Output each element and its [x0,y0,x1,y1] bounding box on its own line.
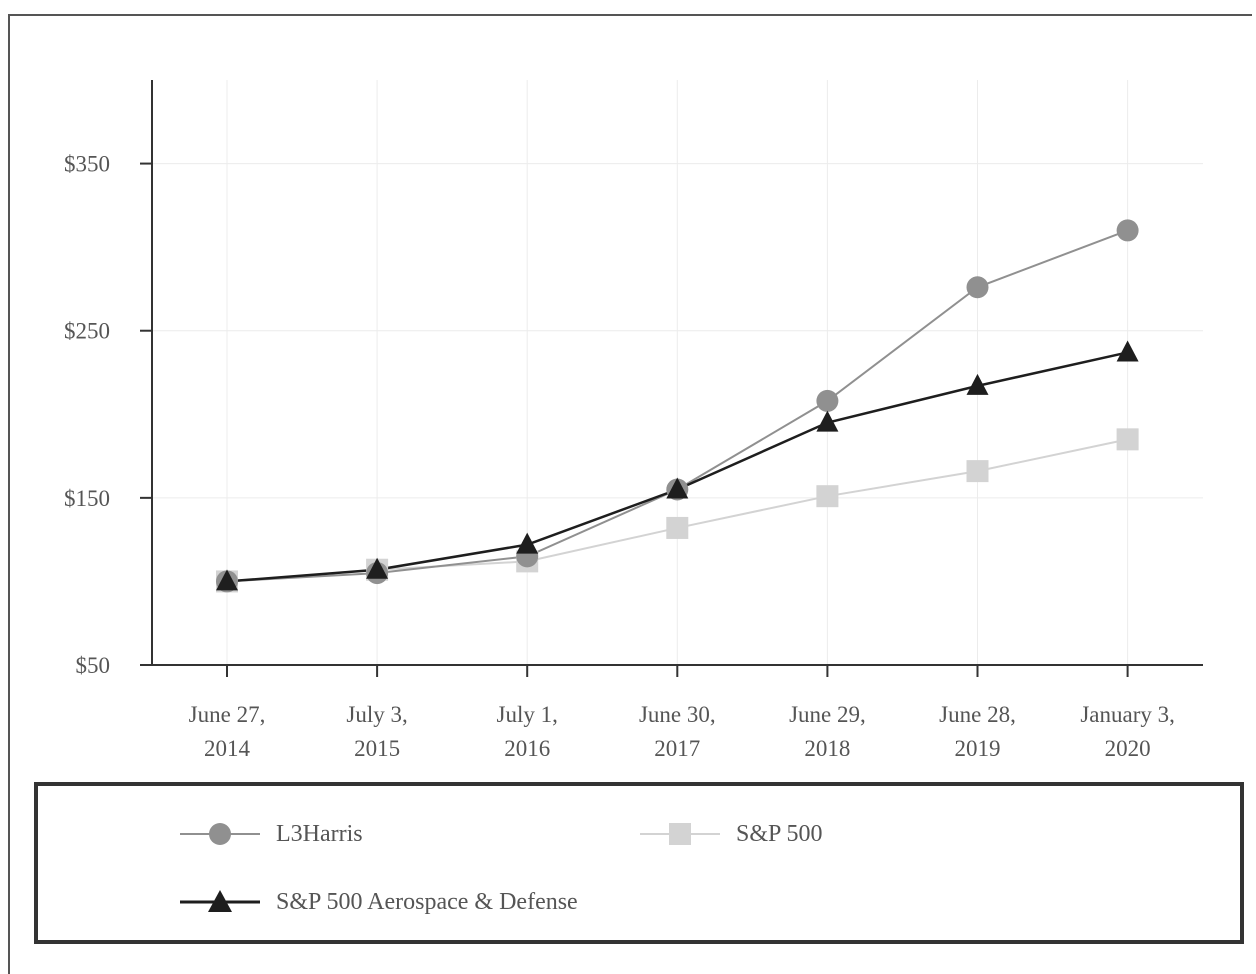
legend-label-sp500-aerospace-defense: S&P 500 Aerospace & Defense [276,888,578,915]
x-tick-label: June 30, 2017 [639,702,716,761]
data-point-triangle [816,410,839,432]
legend-item-sp500-aerospace-defense: S&P 500 Aerospace & Defense [178,882,578,922]
legend: L3Harris S&P 500 S&P 500 Aerospace & Def… [34,782,1244,944]
x-tick-label-line: 2015 [354,736,400,761]
data-point-triangle [216,569,238,591]
x-tick-label: June 27, 2014 [189,702,266,761]
chart-frame [8,14,1252,974]
data-point-circle [966,276,989,299]
data-point-triangle [666,477,689,499]
legend-label-l3harris: L3Harris [276,820,363,847]
data-point-triangle [366,557,389,579]
data-point-triangle [516,532,539,554]
x-tick-label-line: June 29, [789,702,866,727]
x-tick-label-line: 2017 [654,736,700,761]
x-tick-label: June 29, 2018 [789,702,866,761]
data-point-square [1116,428,1139,451]
data-point-square [966,460,989,483]
x-tick-label-line: January 3, [1080,702,1175,727]
x-tick-label-line: 2014 [204,736,251,761]
x-tick-label-line: June 27, [189,702,266,727]
x-tick-label-line: 2018 [804,736,850,761]
data-point-circle [1116,219,1139,242]
x-tick-label-line: 2019 [955,736,1001,761]
data-point-square [816,485,839,508]
legend-item-sp500: S&P 500 [638,814,822,854]
y-tick-label: $50 [76,653,111,678]
y-tick-labels: $50 $150 $250 $350 [64,152,110,678]
legend-item-l3harris: L3Harris [178,814,363,854]
series-group [216,219,1139,593]
gridlines [140,80,1203,677]
y-tick-label: $350 [64,152,110,177]
triangle-marker-icon [180,890,260,912]
square-marker-icon [640,823,720,845]
data-point-triangle [1116,340,1139,362]
y-tick-label: $150 [64,486,110,511]
data-point-square [666,516,689,539]
x-tick-label-line: 2020 [1105,736,1151,761]
circle-marker-icon [180,823,260,845]
legend-label-sp500: S&P 500 [736,820,823,847]
x-tick-label: July 3, 2015 [346,702,407,761]
x-tick-label-line: June 28, [939,702,1016,727]
x-tick-label-line: July 3, [346,702,407,727]
x-tick-label-line: June 30, [639,702,716,727]
x-tick-label: July 1, 2016 [497,702,558,761]
y-tick-label: $250 [64,319,110,344]
x-tick-label-line: 2016 [504,736,550,761]
data-point-triangle [966,373,989,395]
x-tick-label-line: July 1, [497,702,558,727]
x-tick-label: January 3, 2020 [1080,702,1175,761]
axes [151,80,1203,666]
data-point-circle [816,389,839,412]
x-tick-label: June 28, 2019 [939,702,1016,761]
x-tick-labels: June 27, 2014 July 3, 2015 July 1, 2016 June 3… [189,702,1175,761]
